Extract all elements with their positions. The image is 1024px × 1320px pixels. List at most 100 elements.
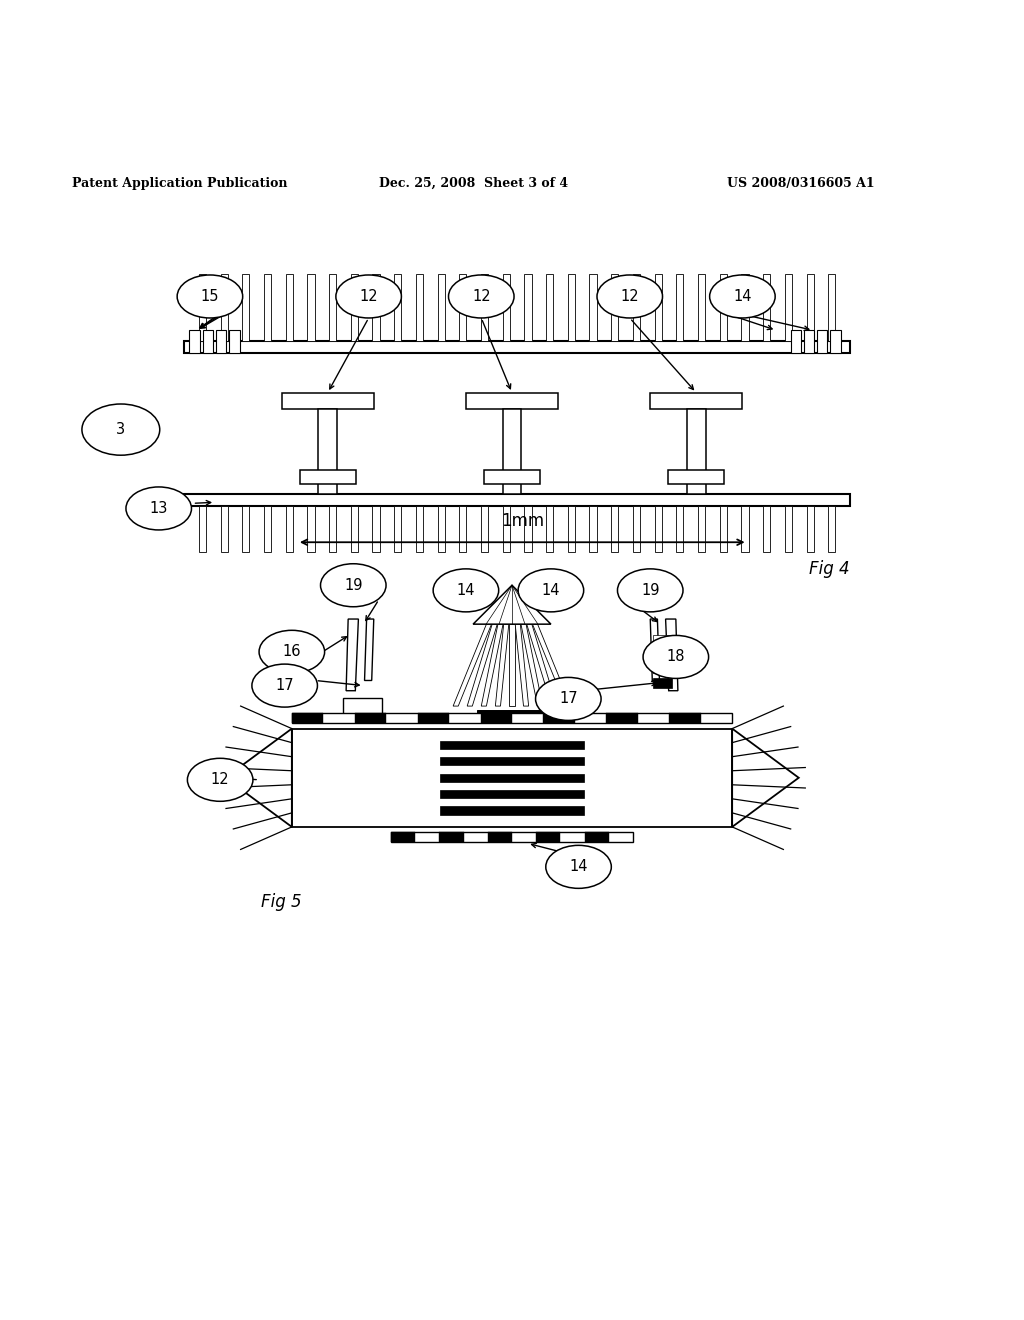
Bar [546,507,553,553]
Bar [343,698,382,717]
Bar [416,507,423,553]
Bar [669,470,725,484]
Polygon shape [521,624,543,706]
Text: 12: 12 [472,289,490,304]
Ellipse shape [433,569,499,612]
Bar [567,275,574,341]
Text: 16: 16 [283,644,301,659]
Bar [351,275,358,341]
Bar [567,507,574,553]
Bar [807,507,814,553]
Bar [243,275,250,341]
Bar [653,649,672,659]
Bar [416,275,423,341]
Text: 15: 15 [201,289,219,304]
Bar [243,507,250,553]
Bar [784,275,792,341]
Ellipse shape [710,275,775,318]
Bar [264,275,271,341]
Bar [676,507,683,553]
Bar [481,507,488,553]
Bar [654,507,662,553]
Ellipse shape [449,275,514,318]
Bar [292,713,324,723]
Polygon shape [346,619,358,690]
Bar [329,275,336,341]
Bar [503,507,510,553]
Bar [199,507,206,553]
Bar [439,832,464,842]
Bar [791,330,801,352]
Polygon shape [732,729,799,826]
Bar [307,507,314,553]
Ellipse shape [617,569,683,612]
Bar [653,635,672,644]
Bar [698,507,706,553]
Text: Fig 4: Fig 4 [809,560,850,578]
Bar [466,393,558,409]
Ellipse shape [643,635,709,678]
Bar [676,275,683,341]
Bar [590,275,597,341]
Polygon shape [453,624,492,706]
Bar [440,807,584,814]
Bar [741,275,749,341]
Ellipse shape [546,845,611,888]
Text: Fig 5: Fig 5 [261,894,302,912]
Text: 14: 14 [542,583,560,598]
Bar [220,275,227,341]
Ellipse shape [597,275,663,318]
Bar [720,275,727,341]
Polygon shape [467,624,498,706]
Bar [633,507,640,553]
Bar [418,713,450,723]
Bar [440,741,584,748]
Bar [653,664,672,673]
Bar [611,507,618,553]
Bar [763,507,770,553]
Text: 12: 12 [211,772,229,787]
Bar [633,275,640,341]
Ellipse shape [536,677,601,721]
Bar [653,678,672,688]
Bar [184,494,850,507]
Bar [487,832,512,842]
Bar [741,507,749,553]
Bar [299,470,356,484]
Bar [830,330,841,352]
Bar [351,507,358,553]
Text: 18: 18 [667,649,685,664]
Bar [481,275,488,341]
Bar [483,470,541,484]
Bar [373,275,380,341]
Bar [817,330,827,352]
Polygon shape [526,624,557,706]
Bar [199,275,206,341]
Bar [216,330,226,352]
Ellipse shape [321,564,386,607]
Ellipse shape [518,569,584,612]
Bar [189,330,200,352]
Bar [804,330,814,352]
Polygon shape [666,619,678,690]
Bar [546,275,553,341]
Bar [286,275,293,341]
Bar [670,713,700,723]
Bar [477,710,547,722]
Text: 1mm: 1mm [501,512,544,529]
Text: Patent Application Publication: Patent Application Publication [72,177,287,190]
Bar [460,275,467,341]
Ellipse shape [82,404,160,455]
Bar [524,275,531,341]
Polygon shape [481,624,503,706]
Bar [437,507,444,553]
Bar [394,507,401,553]
Bar [807,275,814,341]
Bar [503,275,510,341]
Polygon shape [365,619,374,681]
Bar [460,507,467,553]
Bar [537,832,560,842]
Polygon shape [515,624,528,706]
Bar [329,507,336,553]
Bar [354,713,386,723]
